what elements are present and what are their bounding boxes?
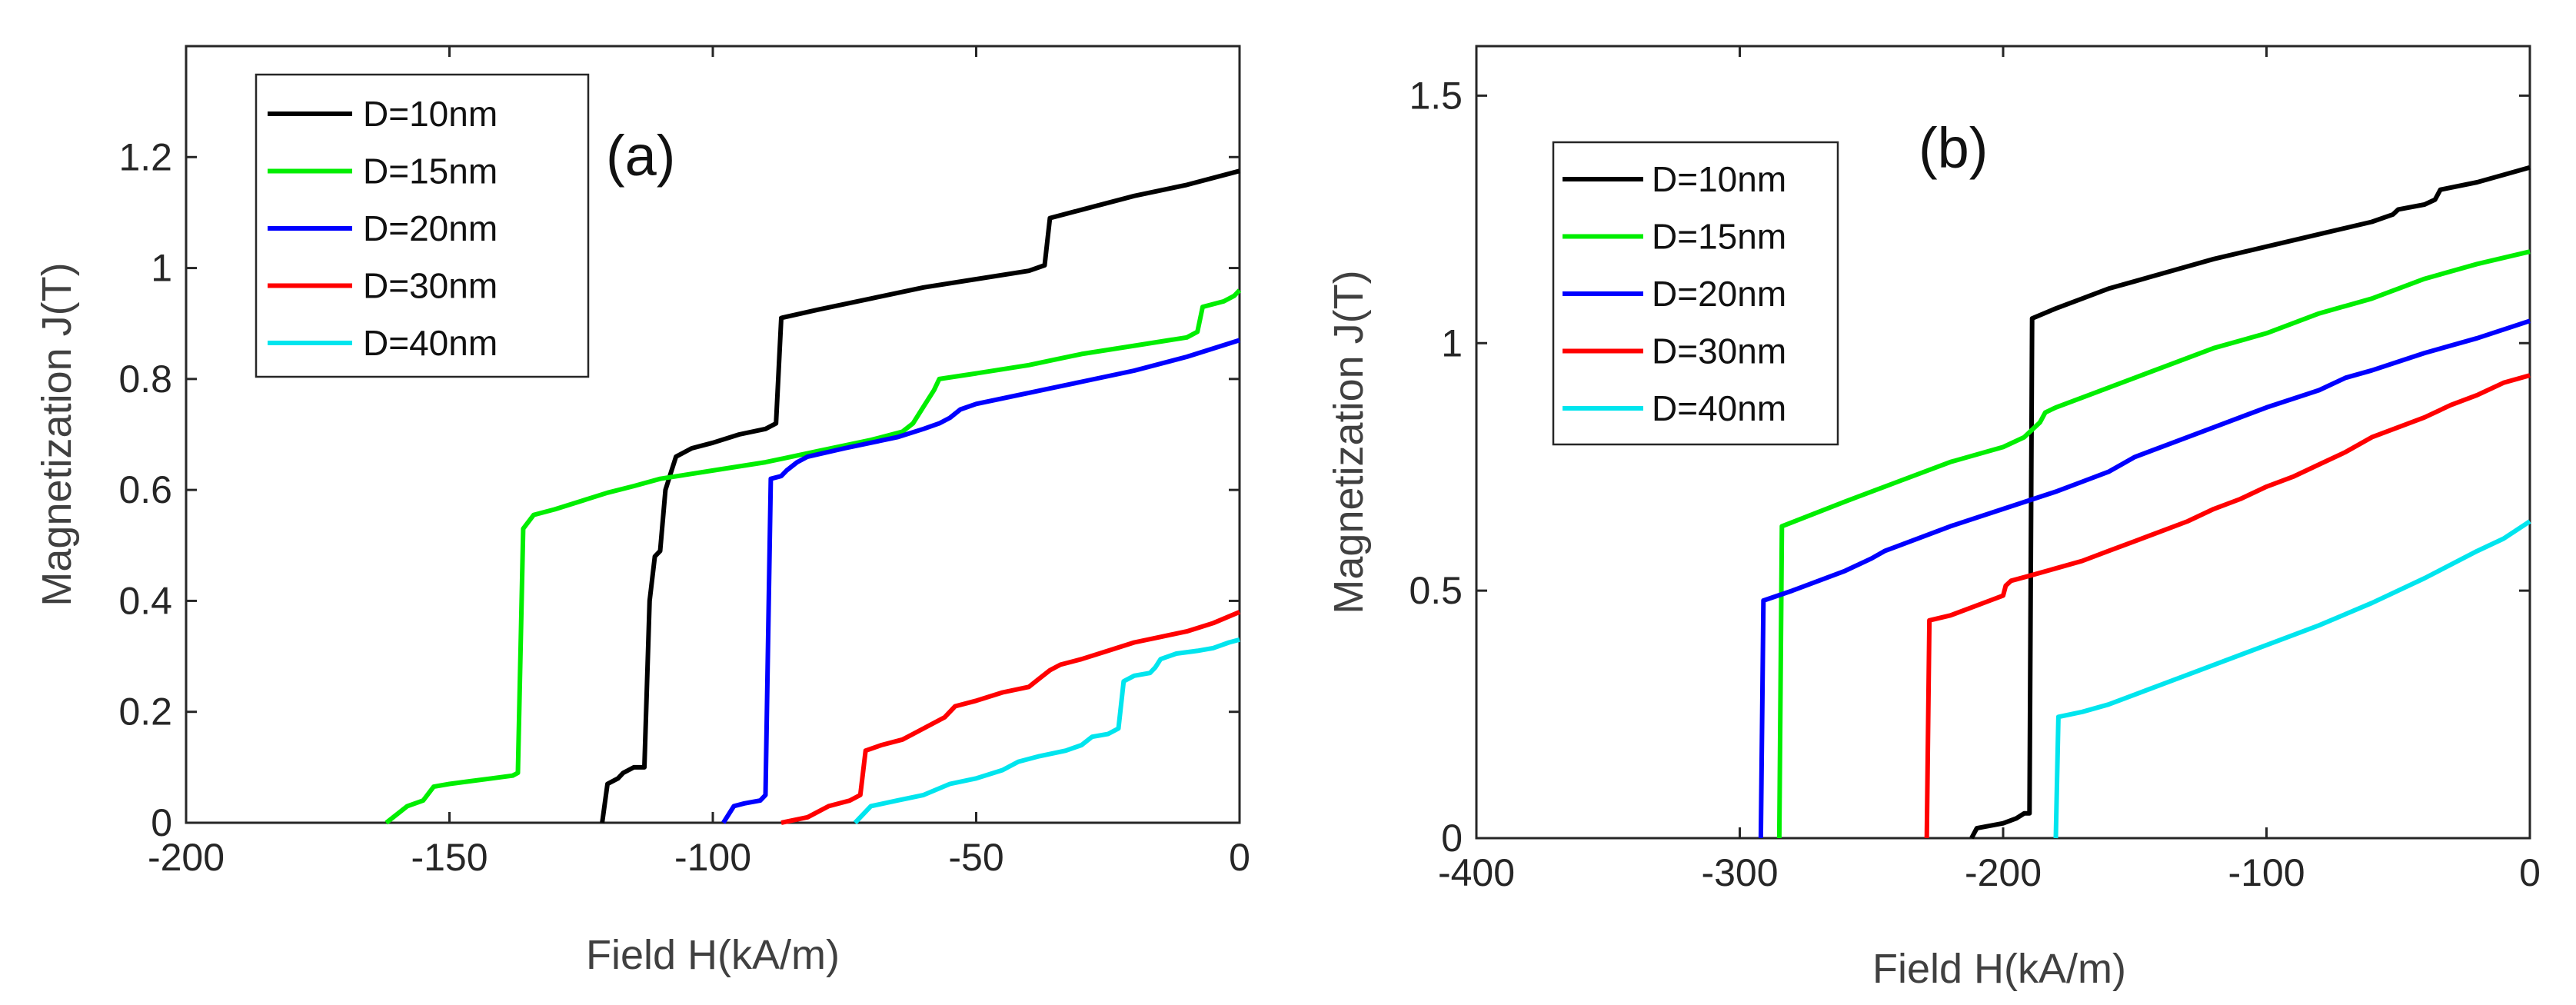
x-tick-label: -300 xyxy=(1701,851,1778,894)
legend-label: D=20nm xyxy=(1652,274,1786,314)
panel-a-legend: D=10nm D=15nm D=20nm D=30nm D=40nm xyxy=(255,73,590,378)
panel-a-ticks: -200 -150 -100 -50 0 0 0.2 0.4 0.6 0.8 1 1.2 xyxy=(118,46,1250,879)
series-line-d20nm xyxy=(721,338,1240,824)
x-tick-label: -100 xyxy=(674,836,751,879)
x-tick-label: -200 xyxy=(148,836,225,879)
x-tick-label: -100 xyxy=(2228,851,2305,894)
legend-label: D=20nm xyxy=(363,208,498,248)
panel-b-ticks: -400 -300 -200 -100 0 0 0.5 1 1.5 xyxy=(1409,46,2541,894)
series-line-d10nm xyxy=(1969,165,2531,840)
x-tick-label: -150 xyxy=(411,836,488,879)
series-line-d30nm xyxy=(1924,373,2531,839)
y-tick-label: 0 xyxy=(1441,817,1463,860)
panel-a-series-group xyxy=(384,168,1242,825)
y-tick-label: 0.2 xyxy=(118,691,172,734)
y-tick-label: 0 xyxy=(151,801,172,844)
series-line-d40nm xyxy=(2053,519,2531,839)
y-tick-label: 1.2 xyxy=(118,135,172,178)
panel-b-legend: D=10nm D=15nm D=20nm D=30nm D=40nm xyxy=(1552,141,1839,446)
y-tick-label: 1 xyxy=(1441,321,1463,364)
panel-a-legend-box xyxy=(255,73,590,378)
panel-a-chart: -200 -150 -100 -50 0 0 0.2 0.4 0.6 0.8 1 1.2 (a) Fi… xyxy=(34,45,1250,978)
x-tick-label: -400 xyxy=(1438,851,1515,894)
legend-label: D=40nm xyxy=(1652,388,1786,428)
y-tick-label: 0.6 xyxy=(118,468,172,511)
legend-label: D=10nm xyxy=(363,94,498,134)
y-tick-label: 0.8 xyxy=(118,358,172,401)
panel-a-x-axis-label: Field H(kA/m) xyxy=(586,932,840,978)
panel-b-series-group xyxy=(1758,165,2531,840)
series-line-d40nm xyxy=(853,637,1240,825)
legend-label: D=10nm xyxy=(1652,159,1786,199)
panel-b-chart: -400 -300 -200 -100 0 0 0.5 1 1.5 (b) Field H(kA… xyxy=(1326,45,2541,992)
panel-b-tag: (b) xyxy=(1919,116,1988,180)
x-tick-label: -50 xyxy=(948,836,1003,879)
panel-a-tag: (a) xyxy=(606,124,675,188)
legend-label: D=40nm xyxy=(363,323,498,363)
panel-b-x-axis-label: Field H(kA/m) xyxy=(1872,946,2126,992)
series-line-d30nm xyxy=(780,610,1241,825)
legend-label: D=15nm xyxy=(363,151,498,191)
legend-label: D=30nm xyxy=(1652,331,1786,371)
legend-label: D=30nm xyxy=(363,266,498,306)
y-tick-label: 1 xyxy=(151,247,172,290)
series-line-d15nm xyxy=(1776,249,2531,839)
y-tick-label: 1.5 xyxy=(1409,74,1463,117)
panel-b-y-axis-label: Magnetization J(T) xyxy=(1326,270,1372,614)
x-tick-label: 0 xyxy=(1229,836,1250,879)
legend-label: D=15nm xyxy=(1652,217,1786,257)
series-line-d20nm xyxy=(1758,318,2531,839)
y-tick-label: 0.5 xyxy=(1409,569,1463,612)
x-tick-label: -200 xyxy=(1965,851,2042,894)
panel-a-y-axis-label: Magnetization J(T) xyxy=(34,262,80,606)
series-line-d10nm xyxy=(600,168,1240,824)
x-tick-label: 0 xyxy=(2519,851,2541,894)
y-tick-label: 0.4 xyxy=(118,579,172,622)
series-line-d15nm xyxy=(384,288,1242,825)
